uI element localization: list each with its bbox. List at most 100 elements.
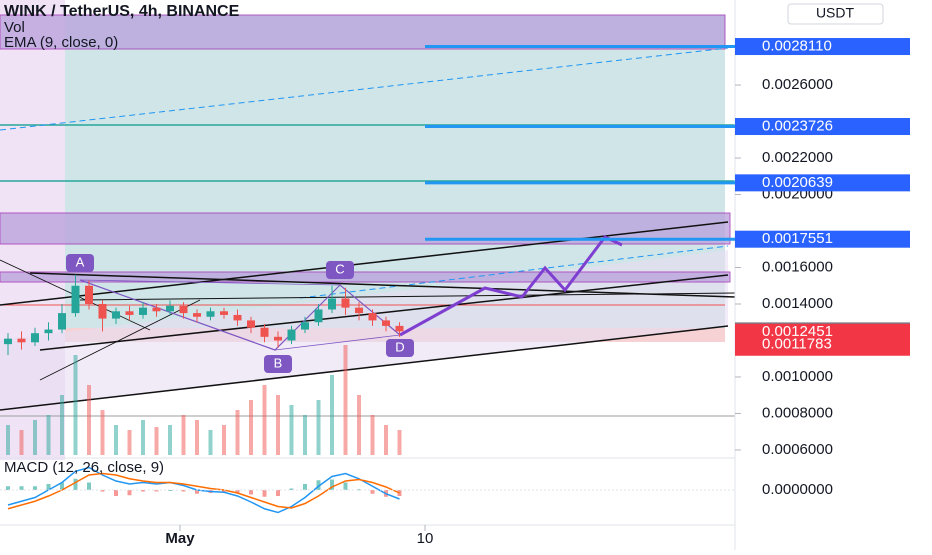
macd-histogram <box>343 482 348 490</box>
candle-body <box>355 307 363 314</box>
macd-histogram <box>303 484 307 490</box>
y-tick-label: 0.0026000 <box>762 76 833 93</box>
macd-histogram <box>73 478 78 490</box>
candle-body <box>179 305 188 314</box>
volume-bar <box>208 430 213 455</box>
pattern-label: A <box>76 254 85 269</box>
zone-box <box>0 14 726 50</box>
volume-bar <box>316 400 321 455</box>
volume-bar <box>330 375 334 455</box>
macd-histogram <box>181 490 186 492</box>
volume-bar <box>154 427 159 455</box>
x-tick-label: 10 <box>417 530 434 547</box>
pattern-badge <box>66 254 94 272</box>
volume-bar <box>276 395 280 455</box>
currency-badge[interactable] <box>787 3 884 25</box>
candle-body <box>206 311 215 317</box>
candle-body <box>314 309 323 323</box>
macd-histogram <box>316 480 321 490</box>
pattern-badge <box>326 261 354 279</box>
macd-histogram <box>33 486 37 490</box>
volume-bar <box>195 420 199 455</box>
price-tag <box>735 230 910 248</box>
trend-line <box>29 272 736 298</box>
volume-bar <box>262 385 267 455</box>
candle-body <box>152 307 161 312</box>
volume-bar <box>249 400 253 455</box>
macd-line <box>7 466 400 514</box>
pattern-badge <box>386 339 414 357</box>
volume-bar <box>384 425 388 455</box>
macd-histogram <box>114 490 118 496</box>
volume-bar <box>87 385 91 455</box>
y-tick-label: 0.0008000 <box>762 404 833 421</box>
macd-histogram <box>154 490 159 492</box>
candle-body <box>382 320 390 326</box>
macd-histogram <box>370 490 375 494</box>
price-tag-label: 0.0017551 <box>762 230 833 247</box>
pattern-badge <box>264 355 292 373</box>
candle-body <box>112 311 120 319</box>
macd-histogram <box>330 479 334 490</box>
y-tick-label: 0.0016000 <box>762 258 833 275</box>
macd-histogram <box>262 490 267 497</box>
macd-histogram <box>46 484 51 490</box>
labels: 0.00260000.00220000.00200000.00160000.00… <box>0 37 910 547</box>
volume-bar <box>60 395 64 455</box>
macd-histogram <box>6 486 10 490</box>
currency-label: USDT <box>816 5 855 21</box>
dashed-trend <box>299 245 729 299</box>
chart-title: WINK / TetherUS, 4h, BINANCE <box>4 3 240 20</box>
pattern-label: D <box>395 339 404 354</box>
trend-line <box>39 274 729 351</box>
price-tag <box>735 118 910 136</box>
candle-body <box>247 320 255 328</box>
macd-title: MACD (12, 26, close, 9) <box>4 459 164 476</box>
trend-line <box>79 292 736 301</box>
volume-bar <box>343 345 348 455</box>
marks <box>4 274 404 514</box>
volume-bar <box>181 415 186 455</box>
macd-histogram <box>235 490 240 493</box>
macd-histogram <box>19 486 24 490</box>
macd-histogram <box>289 488 294 490</box>
candle-body <box>44 329 53 334</box>
y-tick-label: 0.0006000 <box>762 441 833 458</box>
volume-bar <box>222 425 226 455</box>
candle-body <box>4 338 12 345</box>
volume-bar <box>6 425 10 455</box>
zone-box <box>0 271 731 283</box>
y-tick-label: 0.0000000 <box>762 481 833 498</box>
price-tag <box>735 38 910 56</box>
candle-body <box>220 311 228 315</box>
price-tag-label: 0.0011783 <box>762 335 832 352</box>
candle-body <box>301 322 309 330</box>
y-tick-label: 0.0022000 <box>762 149 833 166</box>
macd-histogram <box>127 490 132 496</box>
candle-body <box>341 298 350 308</box>
x-tick-label: May <box>165 530 195 547</box>
volume-bar <box>397 430 402 455</box>
candle-body <box>233 314 242 321</box>
macd-histogram <box>249 490 253 495</box>
candle-body <box>31 333 39 343</box>
price-tag-label: 0.0020639 <box>762 174 833 191</box>
macd-histogram <box>276 490 280 496</box>
volume-bar <box>33 420 37 455</box>
price-tag-label: 0.0023726 <box>762 117 833 134</box>
volume-bar <box>168 425 172 455</box>
candle-body <box>125 311 134 315</box>
candle-body <box>58 313 66 330</box>
macd-histogram <box>60 482 64 490</box>
candle-body <box>85 285 93 304</box>
trend-line <box>0 221 729 306</box>
indicator-label: Vol <box>4 19 25 36</box>
volume-bar <box>19 430 24 455</box>
macd-histogram <box>87 482 91 490</box>
candle-body <box>166 305 174 312</box>
macd-histogram <box>222 490 226 493</box>
candle-body <box>328 298 336 310</box>
candle-body <box>139 307 147 315</box>
pattern-label: C <box>335 261 344 276</box>
